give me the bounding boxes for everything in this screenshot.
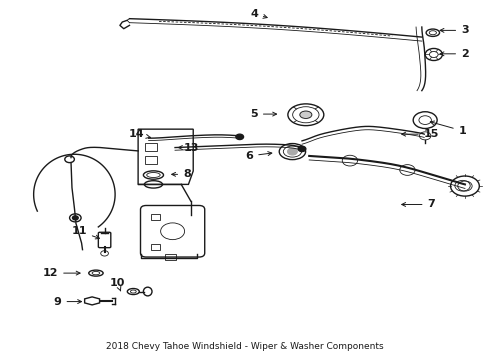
- Bar: [151, 244, 160, 250]
- Bar: [151, 213, 160, 220]
- Bar: [165, 254, 176, 260]
- Text: 10: 10: [110, 278, 125, 291]
- Text: 6: 6: [245, 151, 271, 161]
- Text: 3: 3: [439, 26, 468, 35]
- Bar: [145, 156, 157, 164]
- Circle shape: [72, 216, 78, 220]
- Text: 5: 5: [250, 109, 276, 119]
- Text: 13: 13: [178, 143, 199, 153]
- Text: 1: 1: [429, 121, 466, 136]
- Text: 12: 12: [42, 268, 80, 278]
- Circle shape: [287, 148, 297, 155]
- Circle shape: [235, 134, 243, 140]
- Circle shape: [298, 146, 305, 152]
- Text: 15: 15: [401, 129, 438, 139]
- Text: 11: 11: [71, 226, 99, 239]
- Text: 4: 4: [250, 9, 266, 19]
- Text: 2: 2: [439, 49, 468, 59]
- Ellipse shape: [299, 111, 311, 118]
- Text: 14: 14: [129, 129, 150, 139]
- Text: 8: 8: [171, 169, 190, 179]
- Bar: [145, 143, 157, 151]
- Text: 2018 Chevy Tahoe Windshield - Wiper & Washer Components: 2018 Chevy Tahoe Windshield - Wiper & Wa…: [105, 342, 383, 351]
- Text: 7: 7: [401, 199, 434, 210]
- Text: 9: 9: [54, 297, 81, 307]
